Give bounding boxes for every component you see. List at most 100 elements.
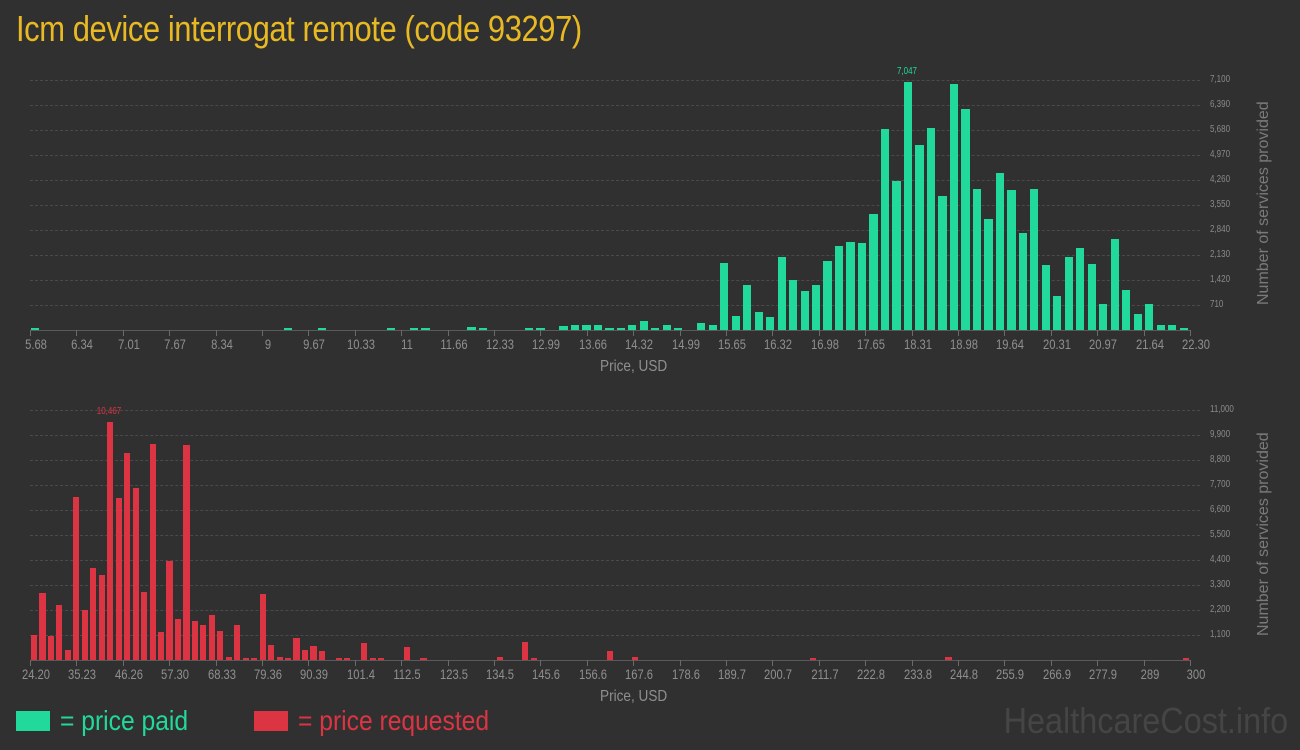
x-tick-mark [911,660,913,666]
x-tick-mark [540,660,542,666]
histogram-bar [697,322,706,330]
histogram-bar [1064,257,1073,330]
x-tick-label: 145.6 [532,666,561,682]
histogram-bar [972,189,982,330]
histogram-bar [522,641,529,660]
x-tick-mark [772,330,774,336]
x-tick-label: 17.65 [857,336,886,352]
histogram-bar [301,649,309,660]
x-tick-mark [76,660,78,666]
histogram-bar [834,246,844,330]
x-tick-label: 277.9 [1089,666,1118,682]
x-tick-mark [30,330,31,336]
x-tick-label: 10.33 [346,336,375,352]
histogram-bar [915,144,924,330]
histogram-bar [56,604,63,660]
histogram-bar [743,284,752,330]
x-tick-label: 18.98 [949,336,979,352]
histogram-bar [1168,325,1177,330]
price-requested-chart: 1,100 2,200 3,300 4,400 5,500 6,600 7,700 8,800… [22,404,1272,705]
watermark: HealthcareCost.info [1003,700,1288,741]
histogram-bar [1122,289,1131,330]
y-tick-label: 11,000 [1210,404,1234,415]
x-tick-mark [308,660,310,666]
histogram-bar [1156,324,1165,330]
x-tick-mark [1004,660,1006,666]
gridline [30,305,1200,306]
x-tick-mark [679,330,681,336]
y-tick-label: 1,420 [1210,274,1231,285]
histogram-bar [421,328,430,330]
histogram-bar [174,618,182,660]
histogram-bar [720,263,729,330]
x-tick-label: 14.99 [671,336,700,352]
x-tick-label: 90.39 [300,666,329,682]
x-tick-mark [726,660,727,666]
x-tick-label: 12.33 [485,336,515,352]
x-tick-label: 20.31 [1042,336,1071,352]
y-tick-label: 3,550 [1210,199,1231,210]
gridline [30,205,1200,206]
histogram-bar [651,328,660,330]
x-tick-label: 5.68 [25,336,47,352]
histogram-bar [141,591,148,660]
y-tick-label: 6,600 [1210,504,1231,515]
histogram-bar [293,638,300,660]
x-tick-mark [401,330,403,336]
x-tick-label: 79.36 [253,666,283,682]
price-paid-legend-label: = price paid [60,705,189,736]
histogram-bar [524,327,534,330]
histogram-bar [64,649,71,660]
x-tick-mark [1097,330,1099,336]
x-tick-label: 222.8 [857,666,886,682]
x-axis-label: Price, USD [600,358,668,375]
price-requested-swatch [253,711,288,731]
gridline [30,255,1200,256]
gridline [30,410,1200,411]
x-axis-line [30,330,1190,331]
x-tick-mark [1143,660,1145,666]
x-tick-mark [865,660,867,666]
histogram-bar [926,128,936,330]
x-tick-mark [1050,330,1052,336]
histogram-bar [1145,303,1154,330]
x-tick-label: 7.01 [117,336,140,352]
histogram-bar [90,567,97,660]
x-tick-mark [401,660,403,666]
histogram-bar [132,487,139,660]
x-tick-label: 12.99 [532,336,561,352]
histogram-bar [234,624,241,660]
x-tick-mark [865,330,867,336]
histogram-bar [632,656,639,660]
histogram-bar [361,642,368,660]
histogram-bar [369,658,376,660]
histogram-bar [903,81,913,330]
x-tick-mark [1050,660,1052,666]
price-requested-legend-label: = price requested [297,705,489,736]
x-tick-mark [447,660,449,666]
x-tick-label: 11 [401,336,414,352]
histogram-bar [530,657,537,660]
histogram-bar [582,324,591,330]
histogram-bar [1030,189,1039,330]
y-tick-label: 4,400 [1210,554,1231,565]
y-tick-label: 2,130 [1210,249,1231,260]
x-tick-label: 8.34 [210,336,233,352]
gridline [30,230,1200,231]
x-tick-label: 255.9 [996,666,1025,682]
histogram-bar [1076,247,1085,330]
histogram-bar [1041,264,1050,330]
gridline [30,635,1200,636]
histogram-bar [800,291,809,330]
histogram-bar [318,651,325,660]
histogram-bar [1018,232,1027,330]
x-tick-mark [354,660,356,666]
histogram-bar [857,243,867,330]
histogram-bar [628,325,637,330]
x-tick-mark [772,660,774,666]
y-axis-label: Number of services provided [1255,432,1272,636]
x-tick-label: 18.31 [903,336,932,352]
legend: = price paid = price requested [16,705,515,737]
x-tick-mark [818,330,820,336]
x-tick-label: 35.23 [68,666,97,682]
